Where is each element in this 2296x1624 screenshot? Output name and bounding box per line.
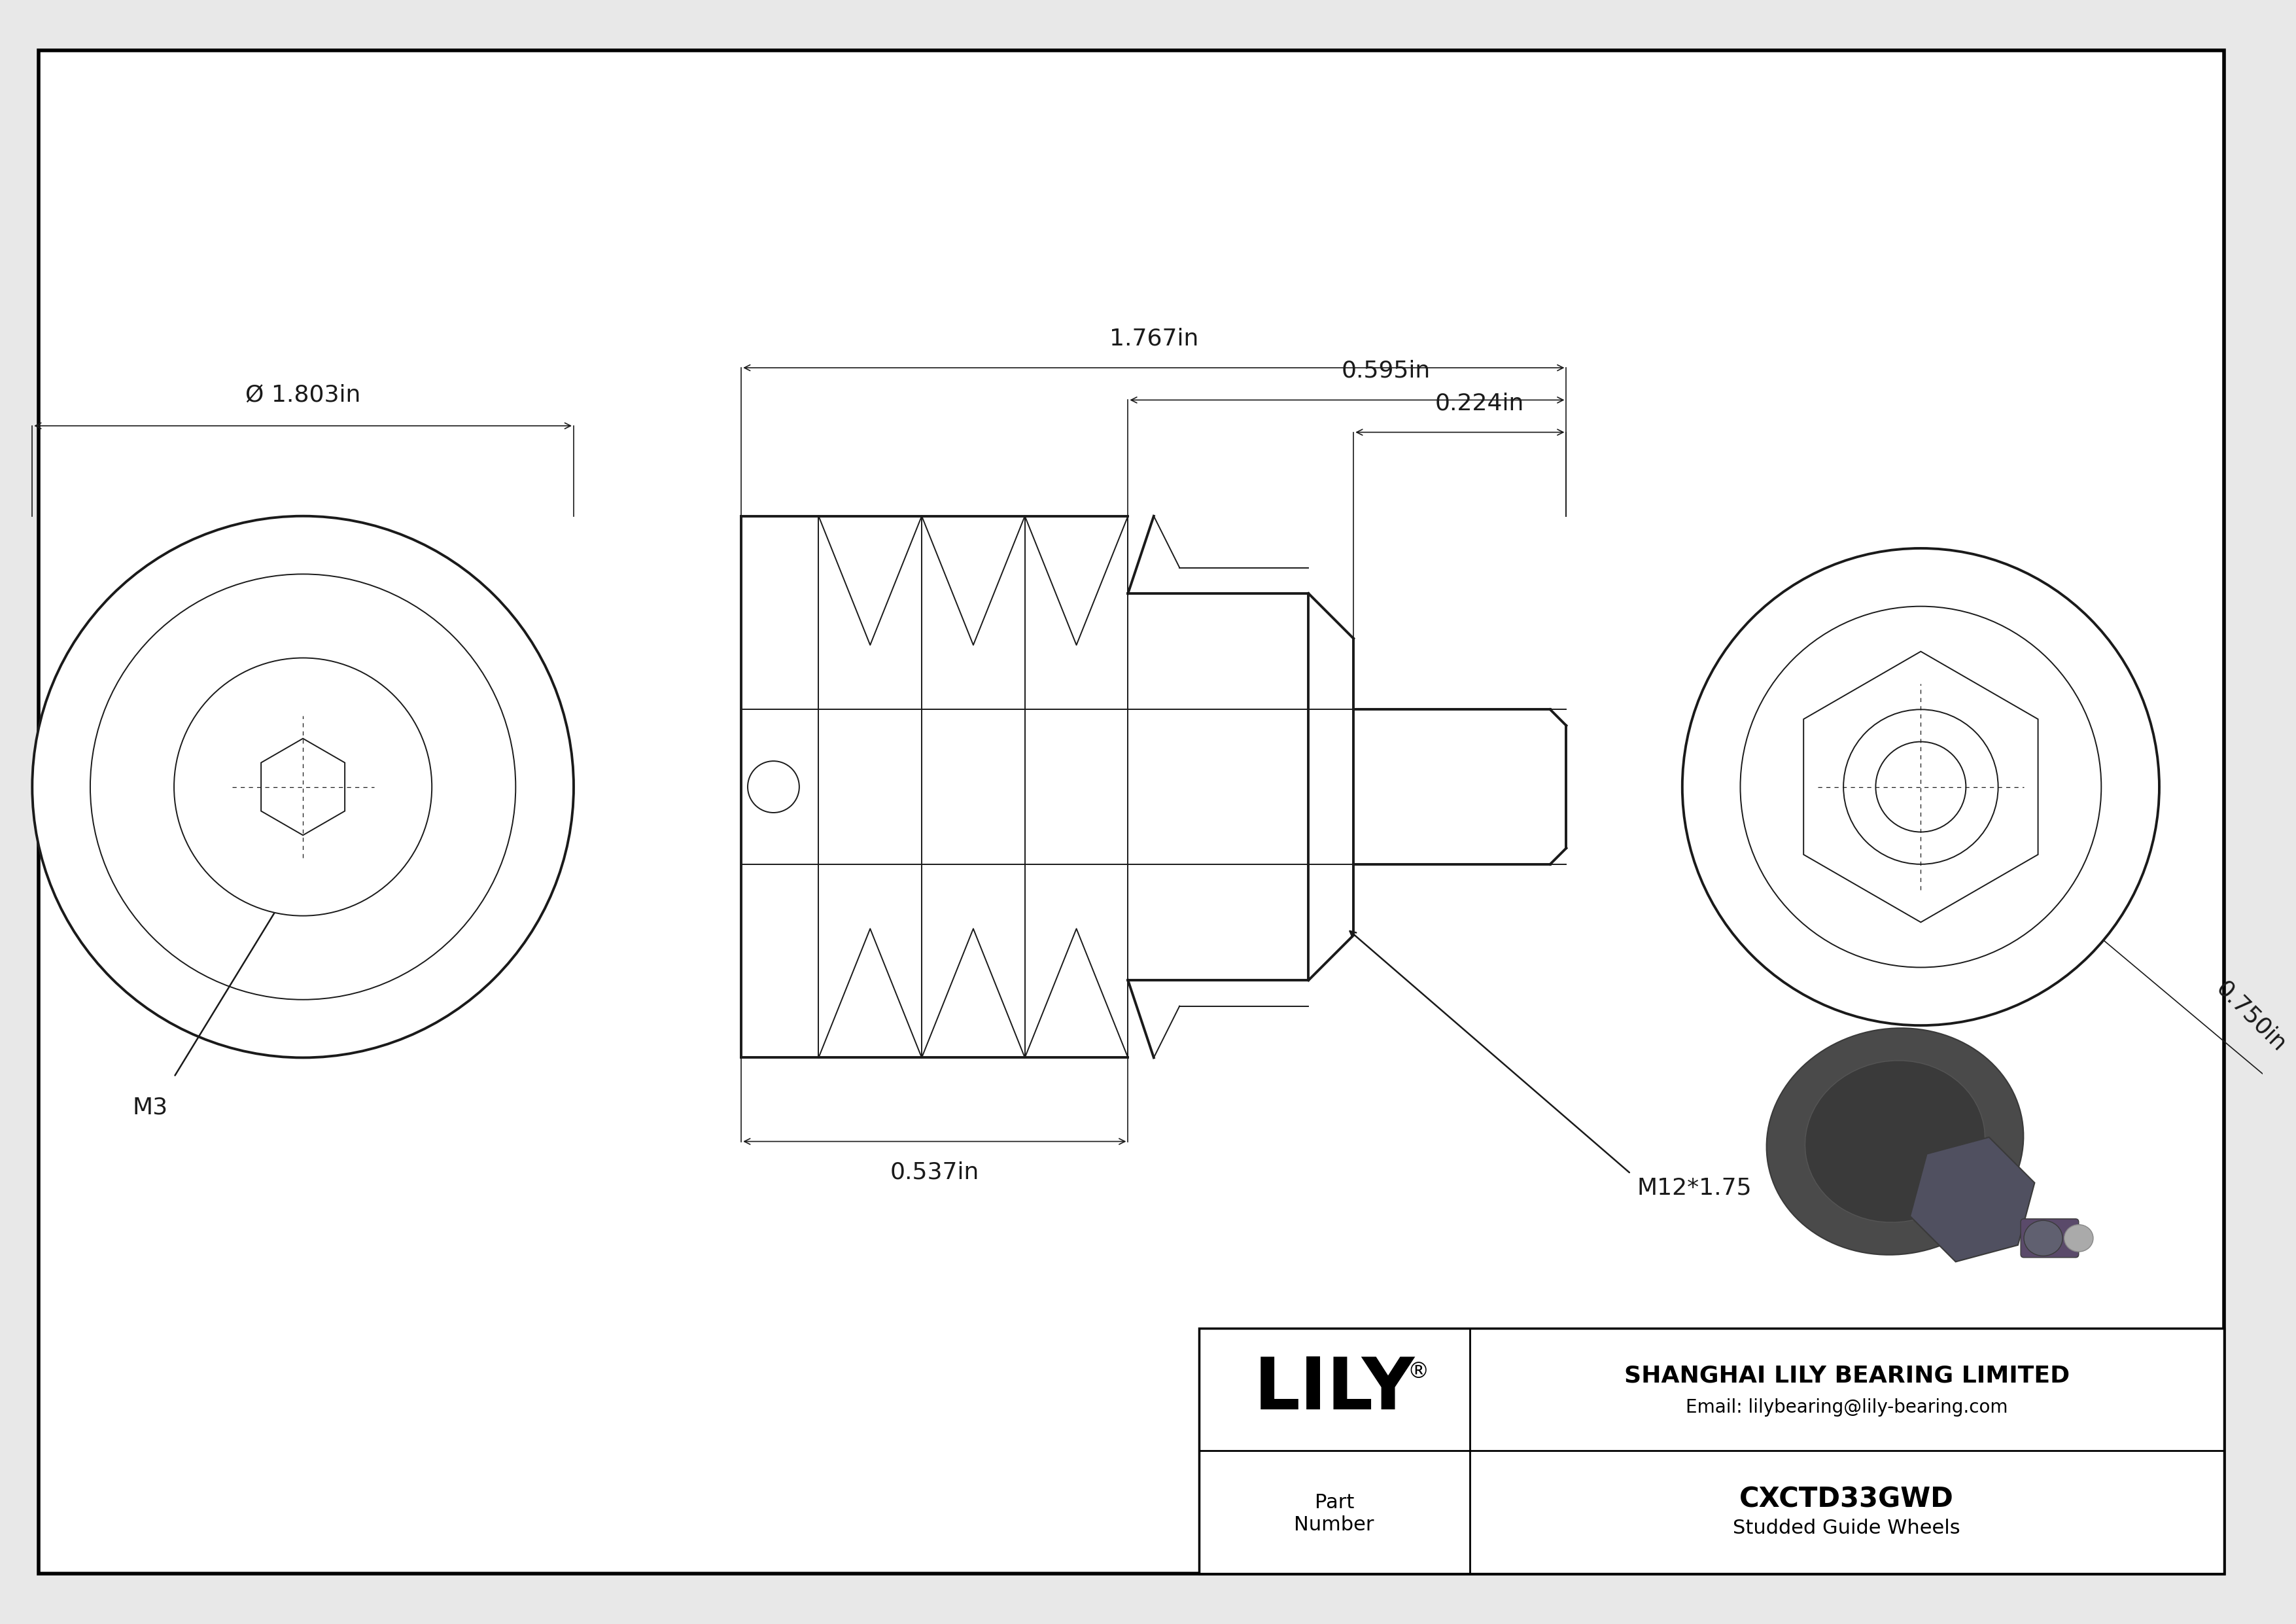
Text: M3: M3 bbox=[133, 1096, 168, 1119]
Text: M12*1.75: M12*1.75 bbox=[1637, 1177, 1752, 1199]
Bar bbox=[1199, 1328, 2225, 1574]
Circle shape bbox=[1876, 742, 1965, 831]
Text: 0.750in: 0.750in bbox=[2211, 978, 2291, 1056]
Polygon shape bbox=[1910, 1137, 2034, 1262]
Text: Number: Number bbox=[1295, 1515, 1375, 1535]
Polygon shape bbox=[262, 739, 344, 835]
Text: 0.595in: 0.595in bbox=[1341, 359, 1430, 382]
Text: LILY: LILY bbox=[1254, 1354, 1414, 1424]
Ellipse shape bbox=[2064, 1224, 2094, 1252]
Ellipse shape bbox=[1766, 1028, 2023, 1255]
Circle shape bbox=[32, 516, 574, 1057]
Text: 0.537in: 0.537in bbox=[891, 1161, 978, 1182]
Text: SHANGHAI LILY BEARING LIMITED: SHANGHAI LILY BEARING LIMITED bbox=[1623, 1364, 2069, 1387]
Ellipse shape bbox=[2023, 1221, 2062, 1255]
Ellipse shape bbox=[1805, 1060, 1986, 1223]
Bar bbox=[1199, 1328, 2225, 1574]
Text: Email: lilybearing@lily-bearing.com: Email: lilybearing@lily-bearing.com bbox=[1685, 1398, 2007, 1416]
Text: Ø 1.803in: Ø 1.803in bbox=[246, 385, 360, 406]
Circle shape bbox=[1740, 606, 2101, 968]
Circle shape bbox=[1683, 549, 2158, 1025]
Text: 1.767in: 1.767in bbox=[1109, 328, 1199, 349]
Circle shape bbox=[748, 762, 799, 812]
Circle shape bbox=[90, 575, 517, 1000]
Circle shape bbox=[1844, 710, 1998, 864]
Text: 0.224in: 0.224in bbox=[1435, 391, 1525, 414]
Polygon shape bbox=[1805, 651, 2039, 922]
Text: Part: Part bbox=[1316, 1492, 1355, 1512]
Circle shape bbox=[174, 658, 432, 916]
Text: Studded Guide Wheels: Studded Guide Wheels bbox=[1733, 1518, 1961, 1538]
Text: CXCTD33GWD: CXCTD33GWD bbox=[1740, 1486, 1954, 1514]
Text: ®: ® bbox=[1407, 1361, 1428, 1382]
FancyBboxPatch shape bbox=[2020, 1220, 2078, 1257]
